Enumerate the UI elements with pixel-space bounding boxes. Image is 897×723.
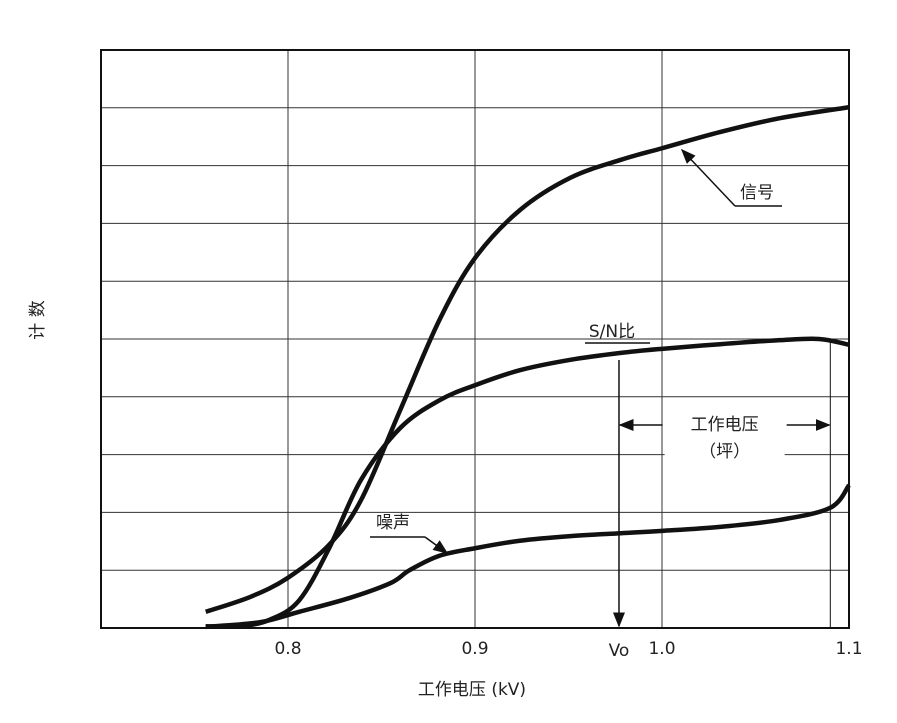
series-label: 噪声	[376, 513, 410, 533]
x-tick-label: 1.0	[648, 639, 675, 659]
x-tick-label: 0.8	[274, 639, 301, 659]
plot-frame	[100, 49, 850, 629]
leader-line	[424, 536, 449, 554]
y-axis-label: 计 数	[28, 300, 48, 339]
x-tick-label: 1.1	[835, 639, 862, 659]
label-bg	[664, 410, 785, 465]
x-axis-label: 工作电压 (kV)	[418, 680, 526, 700]
vo-label: Vo	[609, 641, 630, 661]
series-label: 信号	[740, 183, 774, 203]
plateau-label: 工作电压	[691, 415, 759, 435]
x-tick-label: 0.9	[461, 639, 488, 659]
leader-line	[680, 148, 736, 207]
series-line	[205, 336, 850, 629]
series-line	[205, 483, 851, 630]
series-line	[205, 104, 850, 614]
series-label: S/N比	[589, 322, 635, 342]
plateau-sublabel: （坪）	[699, 442, 750, 462]
